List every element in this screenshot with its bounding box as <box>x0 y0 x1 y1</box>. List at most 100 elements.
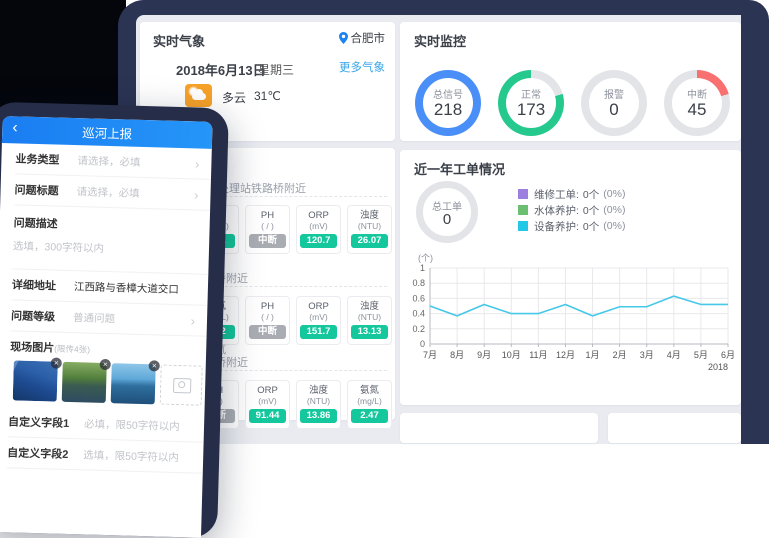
chart-unit-label: (个) <box>418 253 433 263</box>
field-label: 自定义字段1 <box>7 416 70 430</box>
legend-swatch <box>518 221 528 231</box>
svg-text:2月: 2月 <box>613 350 627 360</box>
more-weather-link[interactable]: 更多气象 <box>339 62 385 74</box>
svg-text:11月: 11月 <box>529 350 547 360</box>
weather-date: 2018年6月13日 <box>176 63 266 78</box>
sensor-value-badge: 151.7 <box>300 325 337 339</box>
sensor-name: 氨氮 <box>359 385 379 396</box>
city-selector[interactable]: 合肥市 <box>338 30 386 46</box>
location-pin-icon <box>338 32 348 44</box>
photo-thumbnail[interactable]: × <box>110 360 160 405</box>
sensor-card-ORP: ORP (mV) 151.7 <box>296 296 341 345</box>
svg-text:10月: 10月 <box>502 350 521 360</box>
field-scene-photos: 现场图片(限传4张) × × × <box>9 331 207 411</box>
phone-mockup: ‹ 巡河上报 业务类型 请选择，必填 › 问题标题 请选择，必填 › 问题描述 … <box>0 101 229 538</box>
orders-card-title: 近一年工单情况 <box>414 162 506 177</box>
legend-count: 0个 <box>582 204 600 217</box>
photo-thumbnail[interactable]: × <box>12 357 62 402</box>
sensor-name: 浊度 <box>359 210 379 221</box>
sensor-unit: (NTU) <box>306 396 331 406</box>
remove-photo-icon[interactable]: × <box>50 357 62 369</box>
weather-temperature: 31℃ <box>254 89 281 103</box>
remove-photo-icon[interactable]: × <box>99 358 111 371</box>
sensor-unit: (mV) <box>309 312 328 322</box>
weather-weekday: 星期三 <box>258 63 295 77</box>
weather-card-title: 实时气象 <box>153 34 206 49</box>
orders-line-chart: 0 0.2 0.4 0.6 0.8 1 7月 8月 9月 10月 11月 12月 1月 2月 3月 4月 5月 6… <box>404 260 738 402</box>
legend-label: 维修工单: <box>534 188 579 201</box>
weather-card: 实时气象 合肥市 2018年6月13日 星期三 更多气象 多云 31℃ <box>140 22 395 141</box>
sensor-value-badge: 13.86 <box>300 409 337 423</box>
field-placeholder: 选填，限50字符以内 <box>83 448 180 464</box>
legend-swatch <box>518 205 528 215</box>
svg-text:7月: 7月 <box>423 350 437 360</box>
work-orders-card: 近一年工单情况 总工单 0 维修工单: 0个 (0%) 水体养护: 0个 (0%… <box>400 150 741 405</box>
gauge-中断: 中断 45 <box>664 70 730 136</box>
legend-count: 0个 <box>582 188 600 201</box>
svg-text:6月: 6月 <box>721 350 735 360</box>
field-value: 江西路与香樟大道交口 <box>73 280 180 296</box>
legend-percent: (0%) <box>603 204 626 216</box>
svg-text:8月: 8月 <box>450 350 464 360</box>
city-name: 合肥市 <box>350 33 386 45</box>
sensor-card-浊度: 浊度 (NTU) 13.86 <box>296 380 341 429</box>
phone-page-title: 巡河上报 <box>81 126 133 142</box>
photo-thumbnail[interactable]: × <box>61 358 111 404</box>
legend-item: 设备养护: 0个 (0%) <box>518 218 625 234</box>
sensor-unit: (mV) <box>258 396 277 406</box>
gauge-label: 总信号 <box>433 90 463 101</box>
field-placeholder: 请选择，必填 <box>76 185 140 200</box>
gauge-label: 正常 <box>521 90 541 101</box>
sensor-value-badge: 2.47 <box>351 409 388 423</box>
field-label: 问题等级 <box>10 310 56 324</box>
add-photo-button[interactable] <box>159 364 203 406</box>
total-orders-label: 总工单 <box>432 202 462 213</box>
field-value-muted: 普通问题 <box>72 311 116 325</box>
field-label: 问题标题 <box>14 184 59 198</box>
sensor-unit: (NTU) <box>357 221 382 231</box>
gauge-value: 0 <box>609 100 619 119</box>
gauge-报警: 报警 0 <box>581 70 647 136</box>
backdrop-black-corner <box>0 0 126 115</box>
svg-text:1月: 1月 <box>586 350 600 360</box>
svg-text:9月: 9月 <box>477 350 491 360</box>
phone-screen: ‹ 巡河上报 业务类型 请选择，必填 › 问题标题 请选择，必填 › 问题描述 … <box>0 116 213 538</box>
sensor-card-PH: PH ( / ) 中断 <box>245 205 290 254</box>
gauge-value: 173 <box>516 100 546 119</box>
field-label: 业务类型 <box>15 153 60 167</box>
field-label: 详细地址 <box>11 279 57 293</box>
photo-thumbnails: × × × <box>9 357 203 407</box>
field-problem-description[interactable]: 问题描述 选填，300字符以内 <box>12 205 211 275</box>
field-label: 问题描述 <box>13 217 58 231</box>
sensor-value-badge: 中断 <box>249 325 286 339</box>
sensor-value-badge: 中断 <box>249 234 286 248</box>
gauge-总信号: 总信号 218 <box>415 70 481 136</box>
gauge-label: 中断 <box>687 90 707 101</box>
realtime-monitor-card: 实时监控 总信号 218 正常 173 报警 0 中断 45 <box>400 22 741 141</box>
chevron-right-icon: › <box>194 155 200 172</box>
field-placeholder: 必填，限50字符以内 <box>83 417 180 433</box>
chevron-right-icon: › <box>193 186 199 203</box>
cloudy-weather-icon <box>185 84 212 107</box>
field-custom-2[interactable]: 自定义字段2 选填，限50字符以内 <box>6 437 204 474</box>
sun-glyph <box>190 88 197 95</box>
divider <box>150 370 387 371</box>
svg-text:4月: 4月 <box>667 350 681 360</box>
sensor-name: PH <box>260 301 275 312</box>
svg-text:0.8: 0.8 <box>412 278 425 288</box>
sensor-name: 浊度 <box>359 301 379 312</box>
svg-text:0.6: 0.6 <box>412 293 425 303</box>
svg-text:0: 0 <box>420 339 425 349</box>
svg-text:0.4: 0.4 <box>412 309 425 319</box>
remove-photo-icon[interactable]: × <box>148 360 160 372</box>
field-label: 自定义字段2 <box>7 447 69 461</box>
weather-condition: 多云 <box>222 91 247 105</box>
total-orders-donut: 总工单 0 <box>416 181 478 243</box>
photos-limit-note: (限传4张) <box>54 343 91 355</box>
field-placeholder: 请选择，必填 <box>77 154 141 169</box>
svg-text:5月: 5月 <box>694 350 708 360</box>
sensor-unit: ( / ) <box>261 221 274 231</box>
back-button[interactable]: ‹ <box>12 119 18 137</box>
cloud-glyph <box>192 89 206 100</box>
sensor-value-badge: 120.7 <box>300 234 337 248</box>
